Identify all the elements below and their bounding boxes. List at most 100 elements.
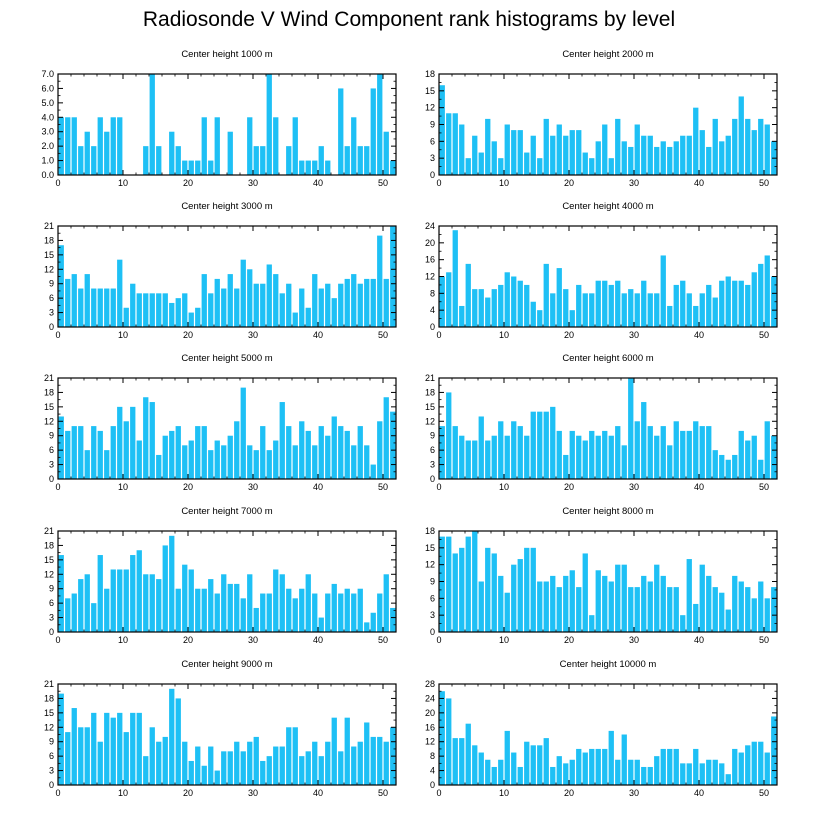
- panel-title: Center height 1000 m: [181, 49, 272, 60]
- histogram-bar: [136, 440, 142, 479]
- y-tick-label: 9: [49, 584, 54, 594]
- histogram-bar: [465, 723, 471, 785]
- histogram-bar: [589, 293, 595, 327]
- histogram-bar: [667, 305, 673, 327]
- histogram-bar: [511, 276, 517, 327]
- y-tick-label: 16: [425, 722, 435, 732]
- x-tick-label: 10: [118, 788, 128, 798]
- histogram-bar: [537, 581, 543, 632]
- histogram-bar: [84, 450, 90, 479]
- histogram-bar: [130, 406, 136, 479]
- histogram-bar: [595, 748, 601, 785]
- histogram-bar: [221, 288, 227, 327]
- x-tick-label: 50: [759, 330, 769, 340]
- histogram-bar: [660, 748, 666, 785]
- histogram-bar: [338, 283, 344, 327]
- y-tick-label: 15: [425, 402, 435, 412]
- histogram-bar: [84, 574, 90, 632]
- histogram-bar: [771, 276, 777, 327]
- histogram-bar: [751, 741, 757, 785]
- y-tick-label: 12: [425, 560, 435, 570]
- histogram-bar: [390, 411, 396, 479]
- histogram-bar: [91, 288, 97, 327]
- histogram-bar: [318, 617, 324, 632]
- histogram-bar: [654, 146, 660, 175]
- histogram-panel: Center height 8000 m 0 10 20 30 40 50 0 3 6 9 12 15 1…: [381, 503, 778, 653]
- histogram-bar: [537, 745, 543, 785]
- histogram-bar: [97, 741, 103, 785]
- histogram-bar: [201, 274, 207, 327]
- y-tick-label: 15: [44, 708, 54, 718]
- histogram-bar: [524, 741, 530, 785]
- histogram-bar: [732, 280, 738, 327]
- histogram-bar: [634, 124, 640, 175]
- histogram-bar: [260, 283, 266, 327]
- histogram-bar: [253, 283, 259, 327]
- y-tick-label: 20: [425, 708, 435, 718]
- histogram-bar: [266, 74, 272, 175]
- histogram-bar: [351, 445, 357, 479]
- histogram-bar: [719, 454, 725, 479]
- histogram-bar: [517, 280, 523, 327]
- panel-title: Center height 3000 m: [181, 201, 272, 212]
- histogram-bar: [563, 135, 569, 175]
- histogram-bar: [162, 293, 168, 327]
- histogram-bar: [660, 255, 666, 327]
- histogram-bar: [452, 738, 458, 785]
- y-tick-label: 24: [425, 693, 435, 703]
- histogram-bar: [472, 440, 478, 479]
- histogram-bar: [589, 615, 595, 632]
- histogram-bar: [712, 450, 718, 479]
- histogram-bar: [712, 587, 718, 632]
- histogram-bar: [504, 435, 510, 479]
- histogram-bar: [446, 392, 452, 479]
- histogram-bar: [504, 592, 510, 632]
- y-tick-label: 12: [44, 569, 54, 579]
- histogram-bar: [383, 397, 389, 479]
- histogram-bar: [149, 74, 155, 175]
- histogram-panel: Center height 7000 m 0 10 20 30 40 50 0 3 6 9 12 15 1…: [0, 503, 397, 653]
- histogram-bar: [182, 564, 188, 632]
- histogram-bar: [292, 598, 298, 632]
- x-tick-label: 50: [759, 482, 769, 492]
- histogram-bar: [305, 160, 311, 175]
- histogram-bar: [576, 587, 582, 632]
- histogram-bar: [582, 553, 588, 632]
- y-tick-label: 0: [430, 170, 435, 180]
- y-tick-label: 9: [49, 431, 54, 441]
- histogram-bar: [758, 118, 764, 175]
- histogram-bar: [706, 575, 712, 632]
- x-tick-label: 0: [436, 788, 441, 798]
- histogram-bar: [641, 402, 647, 479]
- histogram-bar: [439, 276, 445, 327]
- x-tick-label: 10: [118, 178, 128, 188]
- histogram-bar: [188, 440, 194, 479]
- histogram-bar: [253, 450, 259, 479]
- histogram-bar: [110, 426, 116, 479]
- histogram-bar: [299, 756, 305, 785]
- x-tick-label: 40: [694, 178, 704, 188]
- histogram-bar: [175, 298, 181, 327]
- histogram-bar: [195, 160, 201, 175]
- histogram-panel: Center height 5000 m 0 10 20 30 40 50 0 3 6 9 12 15 1…: [0, 350, 397, 500]
- histogram-bar: [130, 283, 136, 327]
- histogram-bar: [725, 135, 731, 175]
- histogram-bar: [647, 766, 653, 785]
- histogram-bar: [764, 598, 770, 632]
- y-tick-label: 6: [430, 445, 435, 455]
- histogram-bar: [273, 440, 279, 479]
- histogram-bar: [680, 430, 686, 479]
- x-tick-label: 40: [313, 788, 323, 798]
- histogram-bar: [556, 430, 562, 479]
- histogram-bar: [370, 88, 376, 175]
- histogram-bar: [699, 426, 705, 479]
- histogram-bar: [582, 752, 588, 785]
- histogram-bar: [182, 160, 188, 175]
- histogram-bar: [279, 746, 285, 785]
- y-tick-label: 0: [430, 474, 435, 484]
- histogram-bar: [693, 421, 699, 479]
- histogram-bar: [78, 288, 84, 327]
- histogram-bar: [71, 117, 77, 175]
- histogram-bar: [446, 113, 452, 175]
- histogram-bar: [602, 430, 608, 479]
